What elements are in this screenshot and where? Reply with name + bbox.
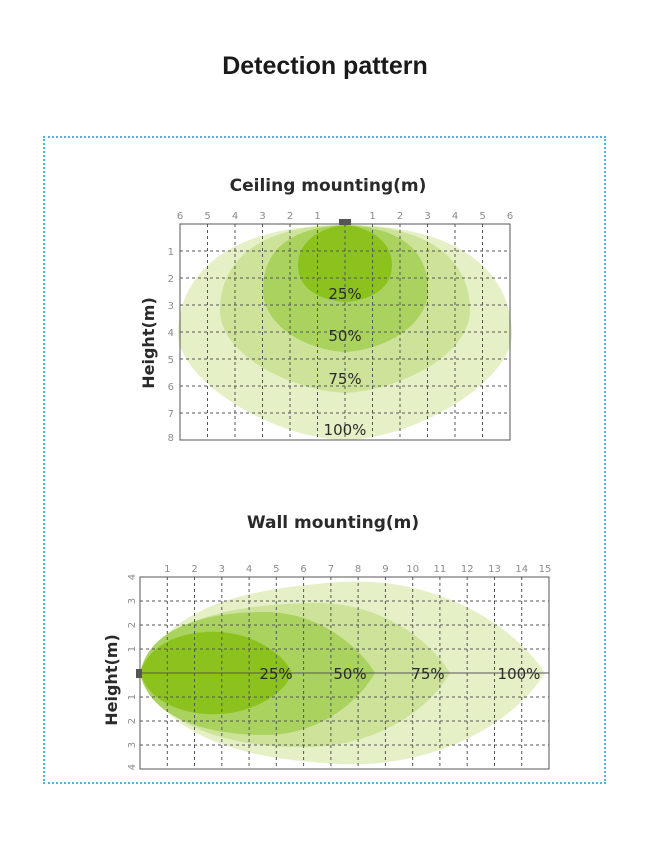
ceiling-y-tick: 7	[168, 409, 174, 420]
wall-y-tick: 2	[127, 622, 138, 628]
wall-y-ticks: 4 3 2 1 1 2 3 4	[127, 574, 138, 770]
ceiling-sensor-icon	[339, 219, 351, 225]
wall-y-tick: 3	[127, 742, 138, 748]
ceiling-y-tick: 6	[168, 382, 174, 393]
ceiling-x-tick: 5	[204, 211, 210, 222]
ceiling-diagram: Ceiling mounting(m) Height(m)	[139, 176, 513, 444]
wall-x-tick: 12	[461, 564, 474, 575]
page-title: Detection pattern	[222, 52, 428, 80]
wall-y-tick: 1	[127, 646, 138, 652]
wall-sensor-icon	[136, 669, 142, 678]
ceiling-zone-label-75: 75%	[328, 370, 361, 388]
ceiling-x-tick: 4	[232, 211, 238, 222]
wall-x-tick: 6	[300, 564, 306, 575]
ceiling-x-tick: 3	[424, 211, 430, 222]
wall-x-tick: 15	[539, 564, 552, 575]
ceiling-y-tick: 2	[168, 274, 174, 285]
ceiling-y-tick: 1	[168, 247, 174, 258]
wall-x-tick: 5	[273, 564, 279, 575]
wall-zone-label-50: 50%	[333, 665, 366, 683]
diagram-frame	[43, 136, 606, 784]
wall-x-tick: 11	[434, 564, 447, 575]
wall-y-axis-label: Height(m)	[102, 634, 121, 726]
wall-zone-label-75: 75%	[411, 665, 444, 683]
wall-y-tick: 2	[127, 718, 138, 724]
wall-x-tick: 8	[355, 564, 361, 575]
wall-y-tick: 1	[127, 694, 138, 700]
ceiling-x-tick: 1	[314, 211, 320, 222]
ceiling-zone-label-50: 50%	[328, 327, 361, 345]
wall-y-tick: 4	[127, 574, 138, 580]
wall-grid	[139, 576, 550, 770]
ceiling-x-tick: 2	[397, 211, 403, 222]
wall-x-tick: 4	[246, 564, 252, 575]
wall-y-tick: 3	[127, 598, 138, 604]
ceiling-y-axis-label: Height(m)	[139, 297, 158, 389]
wall-x-tick: 3	[219, 564, 225, 575]
ceiling-zone-label-100: 100%	[324, 421, 367, 439]
wall-x-tick: 14	[515, 564, 528, 575]
ceiling-x-tick: 3	[259, 211, 265, 222]
wall-x-tick: 13	[488, 564, 501, 575]
wall-y-tick: 4	[127, 764, 138, 770]
ceiling-y-tick: 3	[168, 301, 174, 312]
ceiling-x-ticks: 6 5 4 3 2 1 1 2 3 4 5 6	[177, 211, 513, 222]
ceiling-x-tick: 6	[177, 211, 183, 222]
wall-diagram: Wall mounting(m) Height(m)	[102, 513, 551, 770]
wall-title: Wall mounting(m)	[247, 513, 419, 533]
ceiling-y-ticks: 1 2 3 4 5 6 7 8	[168, 247, 174, 444]
ceiling-zone-label-25: 25%	[328, 285, 361, 303]
ceiling-x-tick: 5	[479, 211, 485, 222]
ceiling-y-tick: 5	[168, 355, 174, 366]
ceiling-x-tick: 1	[369, 211, 375, 222]
wall-x-tick: 10	[406, 564, 419, 575]
wall-x-tick: 9	[382, 564, 388, 575]
wall-x-tick: 1	[164, 564, 170, 575]
wall-zone-label-100: 100%	[498, 665, 541, 683]
ceiling-x-tick: 6	[507, 211, 513, 222]
ceiling-title: Ceiling mounting(m)	[230, 176, 427, 196]
ceiling-y-tick: 8	[168, 433, 174, 444]
ceiling-zone-25	[298, 225, 392, 302]
wall-zone-label-25: 25%	[259, 665, 292, 683]
wall-x-tick: 2	[191, 564, 197, 575]
wall-x-ticks: 1 2 3 4 5 6 7 8 9 10 11 12 13 14 15	[164, 564, 551, 575]
wall-x-tick: 7	[328, 564, 334, 575]
ceiling-x-tick: 4	[452, 211, 458, 222]
ceiling-y-tick: 4	[168, 328, 174, 339]
ceiling-x-tick: 2	[287, 211, 293, 222]
ceiling-grid	[179, 223, 511, 441]
